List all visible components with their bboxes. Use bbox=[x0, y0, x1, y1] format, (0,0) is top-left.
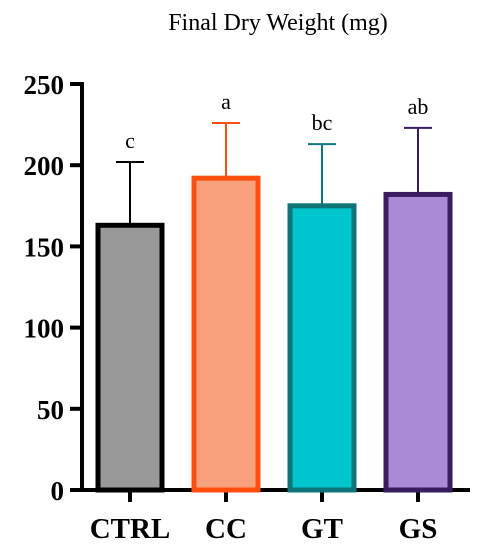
bar-gs bbox=[383, 191, 453, 493]
significance-label: bc bbox=[312, 110, 333, 135]
x-tick-label: CC bbox=[205, 513, 247, 545]
y-tick-label: 100 bbox=[24, 314, 65, 344]
y-tick-label: 0 bbox=[51, 476, 65, 506]
chart-title: Final Dry Weight (mg) bbox=[168, 10, 388, 36]
x-tick-label: GT bbox=[301, 513, 343, 545]
y-tick-label: 200 bbox=[24, 151, 65, 181]
x-tick-label: GS bbox=[399, 513, 438, 545]
bars bbox=[95, 121, 453, 493]
significance-label: a bbox=[221, 89, 231, 114]
y-tick-label: 150 bbox=[24, 232, 65, 262]
y-tick-label: 50 bbox=[37, 395, 64, 425]
significance-label: c bbox=[125, 128, 135, 153]
bar-gt bbox=[287, 203, 357, 493]
bar-cc bbox=[191, 175, 261, 493]
labels: 0 50 100 150 200 250 c CTRL a CC bc GT ab GS bbox=[24, 70, 438, 545]
y-tick-label: 250 bbox=[24, 70, 65, 100]
significance-label: ab bbox=[408, 94, 429, 119]
x-tick-label: CTRL bbox=[90, 513, 171, 545]
bar-ctrl bbox=[95, 222, 165, 493]
